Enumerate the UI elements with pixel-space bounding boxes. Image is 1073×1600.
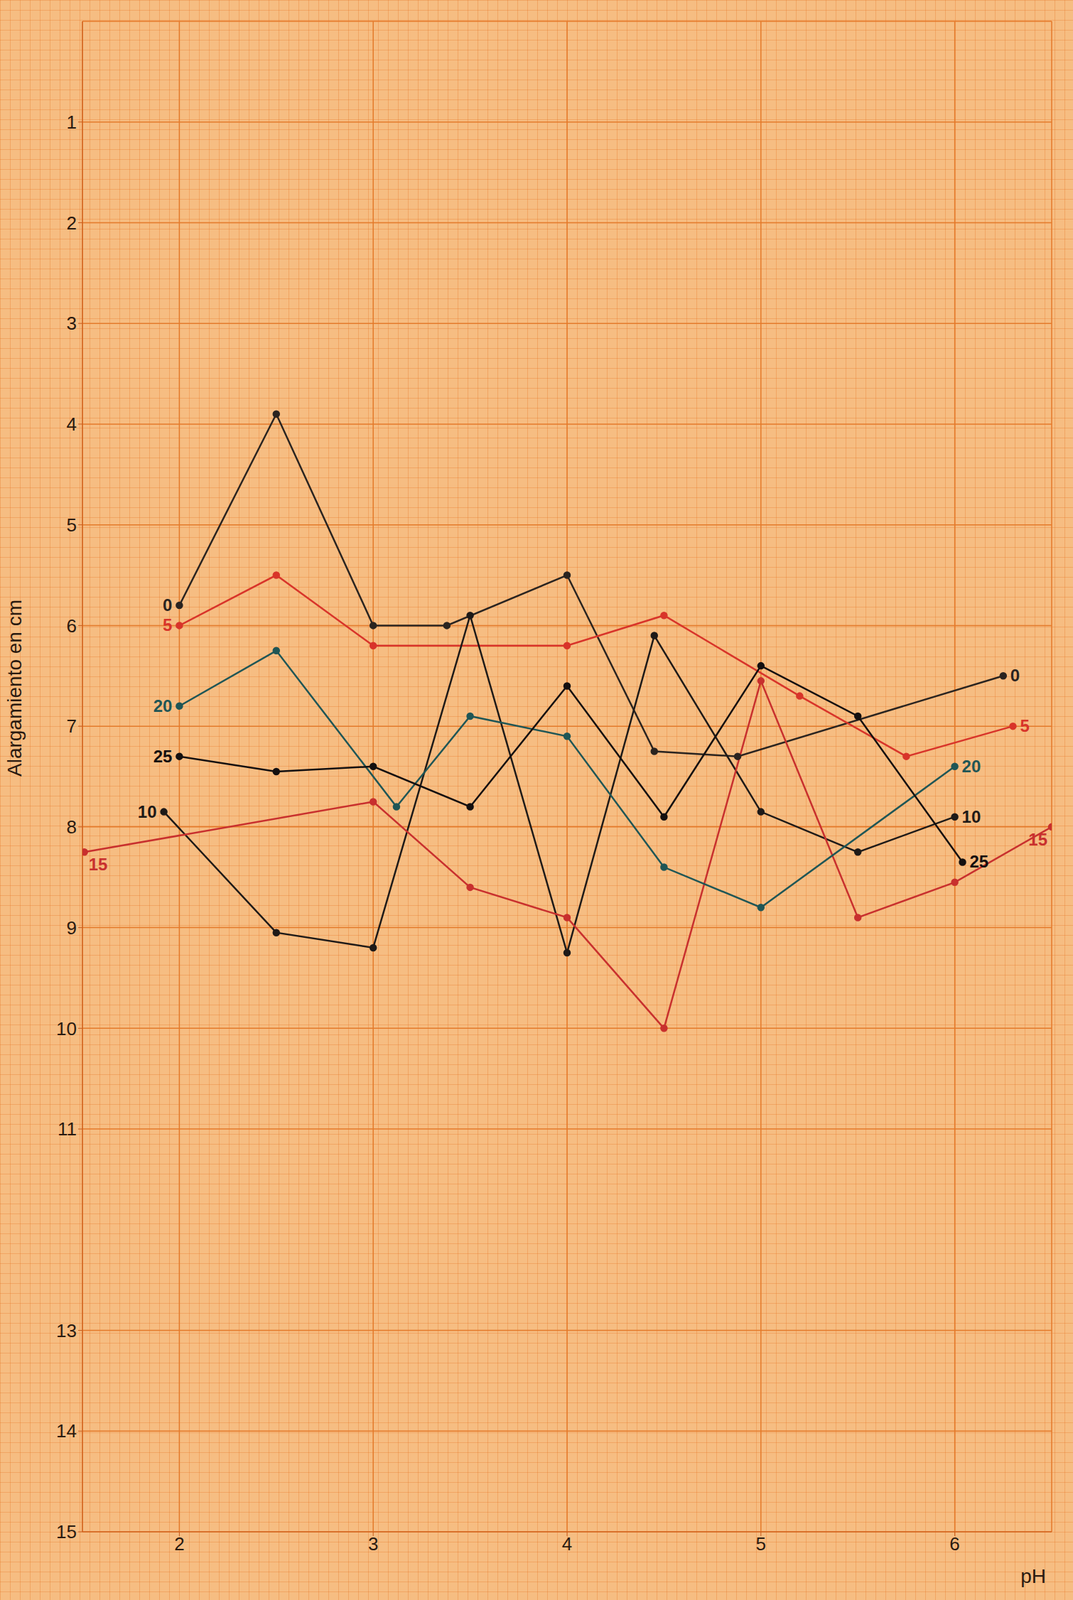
svg-text:2: 2 [174,1533,185,1555]
svg-text:20: 20 [153,696,173,716]
svg-text:5: 5 [756,1533,767,1555]
svg-text:11: 11 [57,1118,77,1140]
svg-text:5: 5 [66,514,77,536]
svg-text:15: 15 [88,854,109,875]
svg-text:7: 7 [66,715,77,737]
svg-text:3: 3 [368,1533,379,1555]
svg-text:4: 4 [562,1533,573,1555]
svg-text:1: 1 [66,111,77,133]
svg-text:25: 25 [153,746,173,767]
svg-text:10: 10 [56,1018,77,1040]
svg-text:5: 5 [1019,716,1029,736]
svg-text:13: 13 [56,1320,77,1342]
svg-text:10: 10 [962,807,982,827]
svg-text:9: 9 [66,917,77,939]
svg-text:4: 4 [66,413,77,435]
svg-text:6: 6 [949,1533,960,1555]
svg-text:0: 0 [1010,665,1020,686]
svg-text:25: 25 [969,852,990,872]
svg-text:3: 3 [66,312,77,334]
svg-text:pH: pH [1020,1565,1046,1588]
svg-text:6: 6 [66,615,77,637]
svg-text:2: 2 [66,212,77,234]
svg-text:20: 20 [962,756,982,776]
svg-text:15: 15 [56,1521,77,1543]
svg-text:Alargamiento en cm: Alargamiento en cm [3,599,26,777]
svg-text:10: 10 [137,802,158,822]
svg-text:8: 8 [66,816,77,838]
svg-text:15: 15 [1028,829,1048,850]
svg-text:0: 0 [162,595,172,615]
svg-text:5: 5 [162,615,172,635]
svg-text:14: 14 [56,1420,77,1442]
